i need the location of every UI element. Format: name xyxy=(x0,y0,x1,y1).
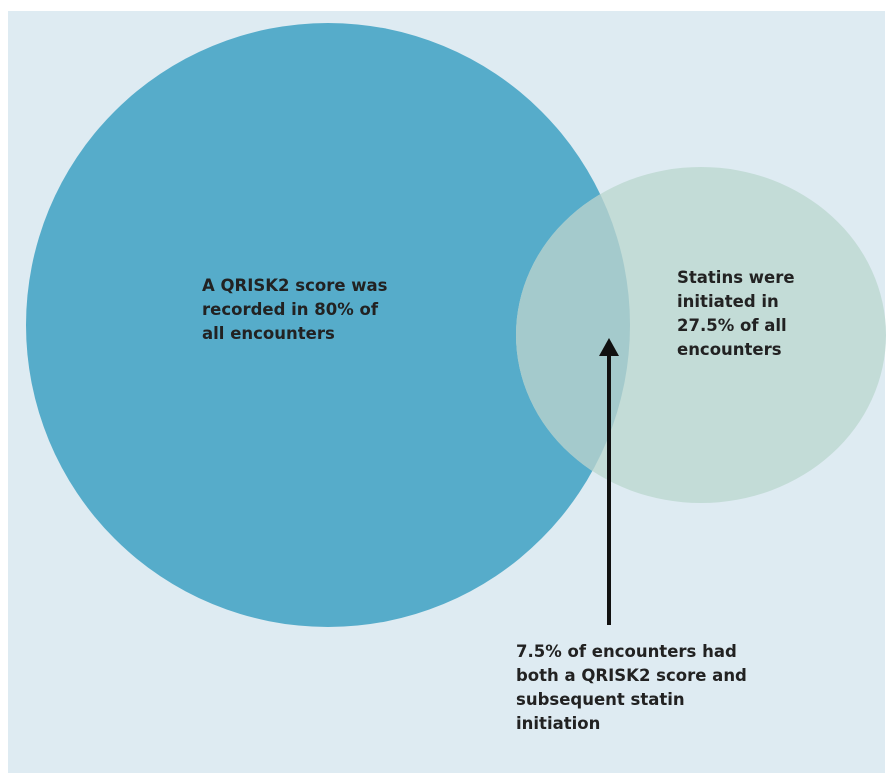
qrisk2-circle xyxy=(26,23,630,627)
arrow-head xyxy=(599,338,619,356)
statins-label: Statins were initiated in 27.5% of all e… xyxy=(677,268,795,359)
overlap-label: 7.5% of encounters had both a QRISK2 sco… xyxy=(516,642,747,733)
qrisk2-label: A QRISK2 score was recorded in 80% of al… xyxy=(202,276,388,343)
